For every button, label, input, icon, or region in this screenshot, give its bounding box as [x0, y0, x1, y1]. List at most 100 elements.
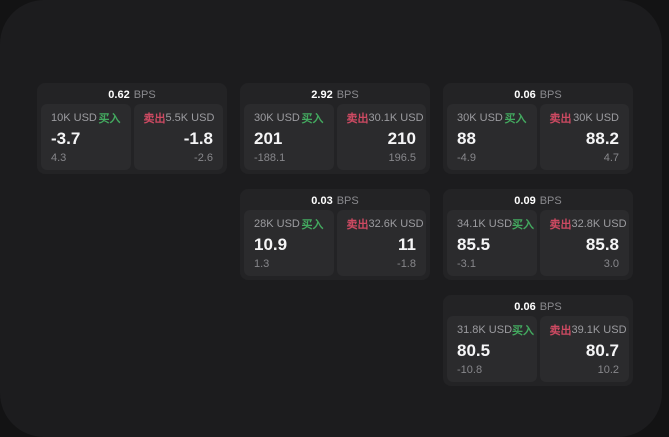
- buy-price: 201: [254, 128, 283, 148]
- quote-card: 0.06 BPS 30K USD 买入 88 -4.9 卖出 30K USD 8…: [443, 83, 633, 174]
- bps-unit: BPS: [539, 88, 562, 101]
- sell-delta: 10.2: [597, 364, 619, 376]
- bps-unit: BPS: [336, 88, 359, 101]
- sell-side-label: 卖出: [143, 113, 166, 125]
- buy-delta: -188.1: [254, 152, 286, 164]
- buy-pane-header: 28K USD 买入: [254, 216, 324, 232]
- sell-delta: -2.6: [194, 152, 213, 164]
- card-header: 2.92 BPS: [240, 83, 430, 104]
- buy-delta: -3.1: [457, 258, 476, 270]
- buy-pane-header: 34.1K USD 买入: [457, 216, 534, 232]
- buy-price: 10.9: [254, 234, 288, 254]
- buy-pane-header: 10K USD 买入: [51, 110, 121, 126]
- sell-price: 88.2: [585, 128, 619, 148]
- sell-price: 210: [387, 128, 416, 148]
- card-header: 0.62 BPS: [37, 83, 227, 104]
- buy-amount-label: 28K USD: [254, 218, 300, 230]
- buy-amount-label: 34.1K USD: [457, 218, 513, 230]
- card-header: 0.06 BPS: [443, 83, 633, 104]
- card-header: 0.06 BPS: [443, 295, 633, 316]
- buy-side-label: 买入: [504, 113, 527, 125]
- sell-pane[interactable]: 卖出 39.1K USD 80.7 10.2: [539, 316, 629, 382]
- sell-pane-header: 卖出 39.1K USD: [549, 322, 627, 338]
- bps-value: 2.92: [311, 88, 333, 101]
- buy-pane-header: 30K USD 买入: [254, 110, 324, 126]
- buy-price: 88: [457, 128, 476, 148]
- sell-delta: -1.8: [397, 258, 416, 270]
- sell-delta: 3.0: [603, 258, 619, 270]
- buy-pane[interactable]: 30K USD 买入 88 -4.9: [447, 104, 537, 170]
- card-body: 10K USD 买入 -3.7 4.3 卖出 5.5K USD -1.8 -2.…: [37, 104, 227, 174]
- buy-delta: -4.9: [457, 152, 476, 164]
- sell-price: -1.8: [183, 128, 213, 148]
- card-header: 0.09 BPS: [443, 189, 633, 210]
- buy-delta: 4.3: [51, 152, 67, 164]
- bps-unit: BPS: [336, 194, 359, 207]
- buy-delta: -10.8: [457, 364, 483, 376]
- buy-pane[interactable]: 34.1K USD 买入 85.5 -3.1: [447, 210, 537, 276]
- sell-price: 85.8: [585, 234, 619, 254]
- sell-pane[interactable]: 卖出 30K USD 88.2 4.7: [539, 104, 629, 170]
- sell-pane[interactable]: 卖出 5.5K USD -1.8 -2.6: [133, 104, 223, 170]
- bps-value: 0.03: [311, 194, 333, 207]
- sell-pane[interactable]: 卖出 32.8K USD 85.8 3.0: [539, 210, 629, 276]
- quote-card: 0.06 BPS 31.8K USD 买入 80.5 -10.8 卖出 39.1…: [443, 295, 633, 386]
- sell-pane-header: 卖出 32.8K USD: [549, 216, 627, 232]
- buy-amount-label: 30K USD: [254, 112, 300, 124]
- sell-amount-label: 39.1K USD: [571, 324, 627, 336]
- sell-price: 11: [398, 234, 416, 254]
- sell-pane[interactable]: 卖出 30.1K USD 210 196.5: [336, 104, 426, 170]
- card-body: 28K USD 买入 10.9 1.3 卖出 32.6K USD 11 -1.8: [240, 210, 430, 280]
- buy-price: -3.7: [51, 128, 81, 148]
- quote-card: 0.62 BPS 10K USD 买入 -3.7 4.3 卖出 5.5K USD…: [37, 83, 227, 174]
- sell-amount-label: 32.6K USD: [368, 218, 424, 230]
- quote-card: 0.03 BPS 28K USD 买入 10.9 1.3 卖出 32.6K US…: [240, 189, 430, 280]
- bps-value: 0.62: [108, 88, 130, 101]
- buy-side-label: 买入: [512, 219, 535, 231]
- sell-delta: 4.7: [603, 152, 619, 164]
- buy-amount-label: 10K USD: [51, 112, 97, 124]
- sell-side-label: 卖出: [346, 219, 369, 231]
- buy-pane[interactable]: 28K USD 买入 10.9 1.3: [244, 210, 334, 276]
- buy-side-label: 买入: [98, 113, 121, 125]
- sell-pane[interactable]: 卖出 32.6K USD 11 -1.8: [336, 210, 426, 276]
- sell-pane-header: 卖出 30.1K USD: [346, 110, 424, 126]
- buy-pane-header: 31.8K USD 买入: [457, 322, 534, 338]
- bps-unit: BPS: [539, 300, 562, 313]
- sell-amount-label: 30K USD: [573, 112, 619, 124]
- buy-side-label: 买入: [512, 325, 535, 337]
- buy-pane[interactable]: 10K USD 买入 -3.7 4.3: [41, 104, 131, 170]
- bps-unit: BPS: [539, 194, 562, 207]
- card-body: 34.1K USD 买入 85.5 -3.1 卖出 32.8K USD 85.8…: [443, 210, 633, 280]
- bps-value: 0.06: [514, 300, 536, 313]
- sell-price: 80.7: [585, 340, 619, 360]
- sell-pane-header: 卖出 32.6K USD: [346, 216, 424, 232]
- buy-pane-header: 30K USD 买入: [457, 110, 527, 126]
- sell-delta: 196.5: [388, 152, 416, 164]
- bps-unit: BPS: [133, 88, 156, 101]
- buy-amount-label: 31.8K USD: [457, 324, 513, 336]
- buy-pane[interactable]: 31.8K USD 买入 80.5 -10.8: [447, 316, 537, 382]
- quote-card: 0.09 BPS 34.1K USD 买入 85.5 -3.1 卖出 32.8K…: [443, 189, 633, 280]
- bps-value: 0.09: [514, 194, 536, 207]
- buy-price: 85.5: [457, 234, 491, 254]
- sell-pane-header: 卖出 30K USD: [550, 110, 620, 126]
- buy-price: 80.5: [457, 340, 491, 360]
- sell-side-label: 卖出: [346, 113, 369, 125]
- card-body: 30K USD 买入 201 -188.1 卖出 30.1K USD 210 1…: [240, 104, 430, 174]
- sell-side-label: 卖出: [549, 325, 572, 337]
- sell-side-label: 卖出: [549, 113, 572, 125]
- buy-side-label: 买入: [301, 113, 324, 125]
- card-header: 0.03 BPS: [240, 189, 430, 210]
- buy-pane[interactable]: 30K USD 买入 201 -188.1: [244, 104, 334, 170]
- sell-amount-label: 30.1K USD: [368, 112, 424, 124]
- bps-value: 0.06: [514, 88, 536, 101]
- sell-amount-label: 5.5K USD: [165, 112, 215, 124]
- quote-card: 2.92 BPS 30K USD 买入 201 -188.1 卖出 30.1K …: [240, 83, 430, 174]
- card-body: 31.8K USD 买入 80.5 -10.8 卖出 39.1K USD 80.…: [443, 316, 633, 386]
- sell-side-label: 卖出: [549, 219, 572, 231]
- sell-pane-header: 卖出 5.5K USD: [143, 110, 215, 126]
- card-body: 30K USD 买入 88 -4.9 卖出 30K USD 88.2 4.7: [443, 104, 633, 174]
- buy-side-label: 买入: [301, 219, 324, 231]
